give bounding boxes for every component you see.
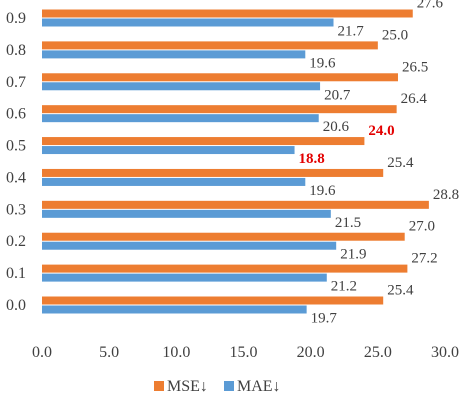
mse-value-label-0-0: 25.4 bbox=[387, 283, 414, 299]
mae-value-label-0-2: 21.9 bbox=[340, 247, 366, 263]
mse-value-label-0-5: 24.0 bbox=[368, 123, 394, 139]
mse-bar-0-9 bbox=[42, 9, 413, 18]
legend-swatch-mse bbox=[154, 381, 164, 391]
mse-bar-0-5 bbox=[42, 137, 365, 146]
bars-layer bbox=[42, 9, 429, 314]
legend-label-mae: MAE↓ bbox=[237, 378, 281, 395]
mae-bar-0-2 bbox=[42, 241, 337, 250]
mse-value-label-0-2: 27.0 bbox=[409, 219, 435, 235]
x-tick-label-30-0: 30.0 bbox=[431, 344, 459, 361]
x-tick-label-0-0: 0.0 bbox=[32, 344, 52, 361]
mse-value-label-0-8: 25.0 bbox=[382, 27, 408, 43]
x-tick-label-25-0: 25.0 bbox=[364, 344, 392, 361]
mse-bar-0-3 bbox=[42, 200, 429, 209]
mae-bar-0-4 bbox=[42, 177, 306, 186]
mae-value-label-0-9: 21.7 bbox=[338, 24, 365, 40]
mae-value-label-0-5: 18.8 bbox=[299, 151, 325, 167]
x-tick-label-10-0: 10.0 bbox=[162, 344, 190, 361]
mae-value-label-0-8: 19.6 bbox=[309, 55, 336, 71]
mae-bar-0-0 bbox=[42, 305, 307, 314]
mse-bar-0-0 bbox=[42, 296, 384, 305]
x-tick-label-20-0: 20.0 bbox=[297, 344, 325, 361]
y-tick-label-0-7: 0.7 bbox=[6, 74, 26, 91]
y-tick-label-0-8: 0.8 bbox=[6, 42, 26, 59]
legend-label-mse: MSE↓ bbox=[167, 378, 208, 395]
y-tick-label-0-9: 0.9 bbox=[6, 10, 26, 27]
mae-bar-0-1 bbox=[42, 273, 327, 282]
mse-bar-0-1 bbox=[42, 264, 408, 273]
labels-layer: 25.4 19.7 27.2 21.2 27.0 21.9 28.8 21.5 25.4 19.6… bbox=[299, 0, 460, 327]
legend: MSE↓ MAE↓ bbox=[154, 378, 281, 395]
y-tick-label-0-2: 0.2 bbox=[6, 233, 26, 250]
mse-bar-0-2 bbox=[42, 232, 405, 241]
mae-bar-0-8 bbox=[42, 50, 306, 59]
mae-bar-0-9 bbox=[42, 18, 334, 27]
mse-value-label-0-1: 27.2 bbox=[411, 251, 437, 267]
mae-bar-0-3 bbox=[42, 209, 331, 218]
mae-bar-0-5 bbox=[42, 146, 295, 155]
mse-bar-0-6 bbox=[42, 105, 397, 114]
mse-value-label-0-4: 25.4 bbox=[387, 155, 414, 171]
mae-value-label-0-7: 20.7 bbox=[324, 87, 351, 103]
mae-value-label-0-0: 19.7 bbox=[311, 311, 338, 327]
mse-bar-0-4 bbox=[42, 168, 384, 177]
y-tick-label-0-4: 0.4 bbox=[6, 169, 26, 186]
mae-value-label-0-4: 19.6 bbox=[309, 183, 336, 199]
axis-layer: 0.0 0.1 0.2 0.3 0.4 0.5 0.6 0.7 0.8 0.9 0.0 5.0 10.0… bbox=[6, 10, 459, 361]
x-tick-label-5-0: 5.0 bbox=[99, 344, 119, 361]
y-tick-label-0-0: 0.0 bbox=[6, 297, 26, 314]
y-tick-label-0-6: 0.6 bbox=[6, 106, 26, 123]
mae-value-label-0-6: 20.6 bbox=[323, 119, 350, 135]
mae-bar-0-6 bbox=[42, 114, 319, 123]
legend-swatch-mae bbox=[224, 381, 234, 391]
mse-value-label-0-6: 26.4 bbox=[401, 91, 428, 107]
mae-bar-0-7 bbox=[42, 82, 321, 91]
mae-value-label-0-3: 21.5 bbox=[335, 215, 361, 231]
mse-value-label-0-3: 28.8 bbox=[433, 187, 459, 203]
mse-value-label-0-9: 27.6 bbox=[417, 0, 444, 12]
mse-value-label-0-7: 26.5 bbox=[402, 59, 428, 75]
mse-bar-0-7 bbox=[42, 73, 398, 82]
y-tick-label-0-1: 0.1 bbox=[6, 265, 26, 282]
x-tick-label-15-0: 15.0 bbox=[230, 344, 258, 361]
y-tick-label-0-5: 0.5 bbox=[6, 138, 26, 155]
mae-value-label-0-1: 21.2 bbox=[331, 279, 357, 295]
y-tick-label-0-3: 0.3 bbox=[6, 201, 26, 218]
mse-bar-0-8 bbox=[42, 41, 378, 50]
